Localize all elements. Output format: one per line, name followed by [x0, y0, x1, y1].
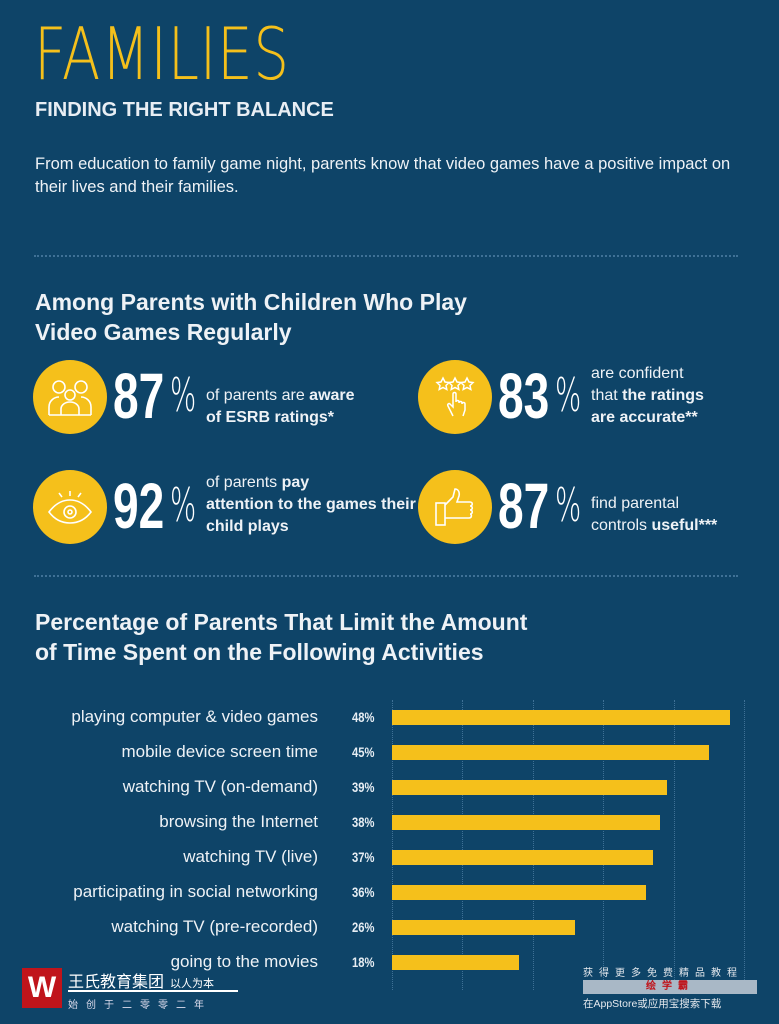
- bar-row: watching TV (on-demand) 39%: [0, 773, 779, 803]
- percent-sign: %: [170, 368, 197, 422]
- watermark-promo: 获得更多免费精品教程: [583, 968, 743, 979]
- chart-title-line1: Percentage of Parents That Limit the Amo…: [35, 609, 528, 635]
- gridline: [392, 700, 393, 990]
- category-label: watching TV (on-demand): [122, 777, 318, 796]
- gridline: [744, 700, 746, 990]
- gridline: [532, 700, 534, 990]
- stats-title-line1: Among Parents with Children Who Play: [35, 289, 467, 315]
- stat-text-bold: the ratings: [622, 387, 704, 404]
- stat-text-part: controls: [591, 517, 652, 534]
- stat-text-bold: attention to the games their child plays: [206, 496, 416, 535]
- bar: [392, 955, 519, 970]
- stat-text: of parents pay attention to the games the…: [206, 472, 416, 538]
- divider: [34, 575, 738, 577]
- percent-sign: %: [555, 478, 582, 532]
- category-label: playing computer & video games: [71, 707, 318, 726]
- watermark-org-name: 王氏教育集团: [68, 974, 165, 991]
- value-label: 26%: [352, 919, 375, 935]
- category-label: watching TV (pre-recorded): [111, 917, 318, 936]
- value-label: 37%: [352, 849, 375, 865]
- value-label: 45%: [352, 744, 375, 760]
- stat-text: are confident that the ratings are accurat…: [591, 363, 779, 429]
- bar-row: watching TV (pre-recorded) 26%: [0, 913, 779, 943]
- watermark-promo-brand: 绘学霸: [583, 980, 757, 994]
- value-label: 39%: [352, 779, 375, 795]
- bar-row: playing computer & video games 48%: [0, 703, 779, 733]
- stats-title-line2: Video Games Regularly: [35, 319, 292, 345]
- chart-title: Percentage of Parents That Limit the Amo…: [35, 607, 527, 667]
- stat-text-bold: are accurate**: [591, 409, 698, 426]
- stats-section-title: Among Parents with Children Who Play Vid…: [35, 287, 467, 347]
- value-label: 38%: [352, 814, 375, 830]
- category-label: going to the movies: [170, 952, 318, 971]
- watermark-org: 王氏教育集团 以人为本: [68, 968, 214, 992]
- gridline: [462, 700, 464, 990]
- bar: [392, 885, 646, 900]
- eye-icon: [33, 470, 107, 544]
- stat-number: 92: [113, 470, 165, 542]
- value-label: 48%: [352, 709, 375, 725]
- stat-number: 87: [498, 470, 550, 542]
- stat-number: 83: [498, 360, 550, 432]
- category-label: participating in social networking: [73, 882, 318, 901]
- stat-number: 87: [113, 360, 165, 432]
- bar-row: mobile device screen time 45%: [0, 738, 779, 768]
- stat-text: of parents are aware of ESRB ratings*: [206, 385, 416, 429]
- value-label: 36%: [352, 884, 375, 900]
- stat-text-bold: useful***: [651, 517, 718, 534]
- bar: [392, 745, 709, 760]
- bar-row: going to the movies 18%: [0, 948, 779, 978]
- category-label: mobile device screen time: [121, 742, 318, 761]
- watermark-promo-download: 在AppStore或应用宝搜索下载: [583, 998, 722, 1010]
- stat-text-bold: pay: [281, 474, 310, 491]
- watermark-motto: 以人为本: [170, 978, 215, 990]
- divider: [34, 255, 738, 257]
- watermark-logo: W: [22, 968, 62, 1008]
- stat-text-part: that: [591, 387, 623, 404]
- bar-row: participating in social networking 36%: [0, 878, 779, 908]
- bar: [392, 710, 730, 725]
- percent-sign: %: [555, 368, 582, 422]
- stat-text-part: find parental: [591, 495, 680, 512]
- value-label: 18%: [352, 954, 375, 970]
- intro-text: From education to family game night, par…: [35, 155, 731, 196]
- percent-sign: %: [170, 478, 197, 532]
- gridline: [603, 700, 605, 990]
- stat-text-bold: of ESRB ratings*: [206, 409, 335, 426]
- page-subtitle: FINDING THE RIGHT BALANCE: [35, 99, 334, 121]
- stat-text-part: of parents: [206, 474, 282, 491]
- gridline: [673, 700, 675, 990]
- watermark-divider: [68, 990, 238, 992]
- chart-title-line2: of Time Spent on the Following Activitie…: [35, 639, 484, 665]
- category-label: browsing the Internet: [159, 812, 318, 831]
- page-title: FAMILIES: [34, 12, 290, 96]
- star-rating-hand-icon: [418, 360, 492, 434]
- bar: [392, 920, 576, 935]
- thumbs-up-icon: [418, 470, 492, 544]
- bar-row: browsing the Internet 38%: [0, 808, 779, 838]
- bar: [392, 815, 660, 830]
- stat-text-part: are confident: [591, 365, 684, 382]
- bar-row: watching TV (live) 37%: [0, 843, 779, 873]
- stat-text-bold: aware: [309, 387, 355, 404]
- bar: [392, 780, 667, 795]
- bar: [392, 850, 653, 865]
- watermark-founded: 始创于二零零二年: [68, 1000, 212, 1011]
- stat-text: find parental controls useful***: [591, 493, 779, 537]
- category-label: watching TV (live): [183, 847, 318, 866]
- stat-text-part: of parents are: [206, 387, 310, 404]
- family-icon: [33, 360, 107, 434]
